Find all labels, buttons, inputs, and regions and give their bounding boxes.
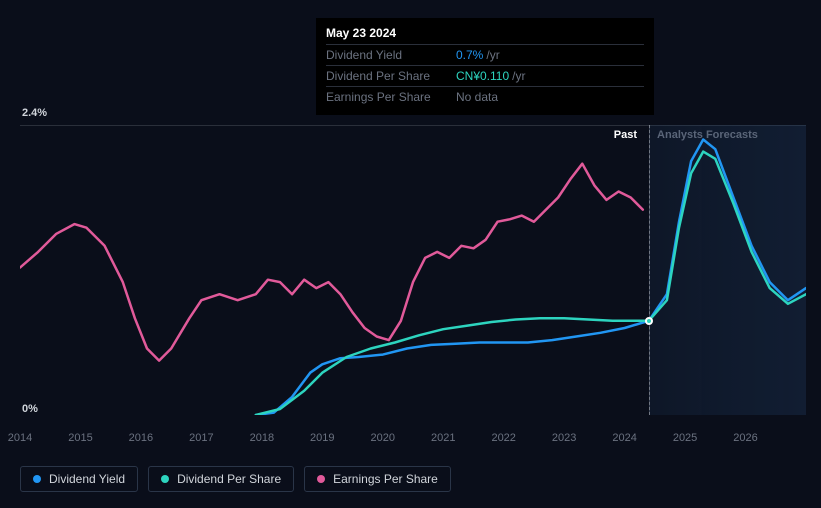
- legend-dot-icon: [317, 475, 325, 483]
- legend-label: Dividend Yield: [49, 472, 125, 486]
- region-past-label: Past: [614, 129, 637, 141]
- dividend-chart: 2.4% Past Analysts Forecasts 0%: [20, 107, 806, 427]
- legend-dot-icon: [161, 475, 169, 483]
- legend-item[interactable]: Earnings Per Share: [304, 466, 451, 492]
- tooltip-value: CN¥0.110: [456, 69, 509, 83]
- tooltip-label: Dividend Per Share: [326, 69, 456, 83]
- x-tick: 2022: [491, 432, 515, 444]
- x-tick: 2020: [371, 432, 395, 444]
- legend-label: Earnings Per Share: [333, 472, 438, 486]
- tooltip-value: 0.7%: [456, 48, 483, 62]
- legend-item[interactable]: Dividend Per Share: [148, 466, 294, 492]
- x-tick: 2025: [673, 432, 697, 444]
- x-axis: 2014201520162017201820192020202120222023…: [20, 432, 806, 452]
- tooltip-row: Dividend Yield0.7%/yr: [326, 44, 644, 65]
- chart-tooltip: May 23 2024 Dividend Yield0.7%/yrDividen…: [316, 18, 654, 115]
- tooltip-label: Dividend Yield: [326, 48, 456, 62]
- hover-line: [649, 125, 650, 415]
- legend-dot-icon: [33, 475, 41, 483]
- chart-lines: [20, 125, 806, 415]
- x-tick: 2026: [733, 432, 757, 444]
- tooltip-unit: /yr: [512, 69, 525, 83]
- region-forecast-label: Analysts Forecasts: [657, 129, 758, 141]
- hover-marker: [645, 317, 653, 325]
- series-line: [256, 152, 806, 415]
- x-tick: 2014: [8, 432, 32, 444]
- chart-legend: Dividend Yield Dividend Per Share Earnings…: [20, 466, 451, 492]
- x-tick: 2023: [552, 432, 576, 444]
- x-tick: 2021: [431, 432, 455, 444]
- tooltip-unit: /yr: [486, 48, 499, 62]
- x-tick: 2015: [68, 432, 92, 444]
- tooltip-date: May 23 2024: [326, 26, 644, 44]
- x-tick: 2024: [612, 432, 636, 444]
- tooltip-row: Dividend Per ShareCN¥0.110/yr: [326, 65, 644, 86]
- tooltip-value: No data: [456, 90, 498, 104]
- x-tick: 2016: [129, 432, 153, 444]
- region-labels: Past Analysts Forecasts: [614, 129, 758, 141]
- x-tick: 2018: [250, 432, 274, 444]
- tooltip-row: Earnings Per ShareNo data: [326, 86, 644, 107]
- legend-label: Dividend Per Share: [177, 472, 281, 486]
- x-tick: 2019: [310, 432, 334, 444]
- tooltip-label: Earnings Per Share: [326, 90, 456, 104]
- y-axis-max-label: 2.4%: [22, 107, 47, 119]
- x-tick: 2017: [189, 432, 213, 444]
- legend-item[interactable]: Dividend Yield: [20, 466, 138, 492]
- series-line: [20, 164, 643, 361]
